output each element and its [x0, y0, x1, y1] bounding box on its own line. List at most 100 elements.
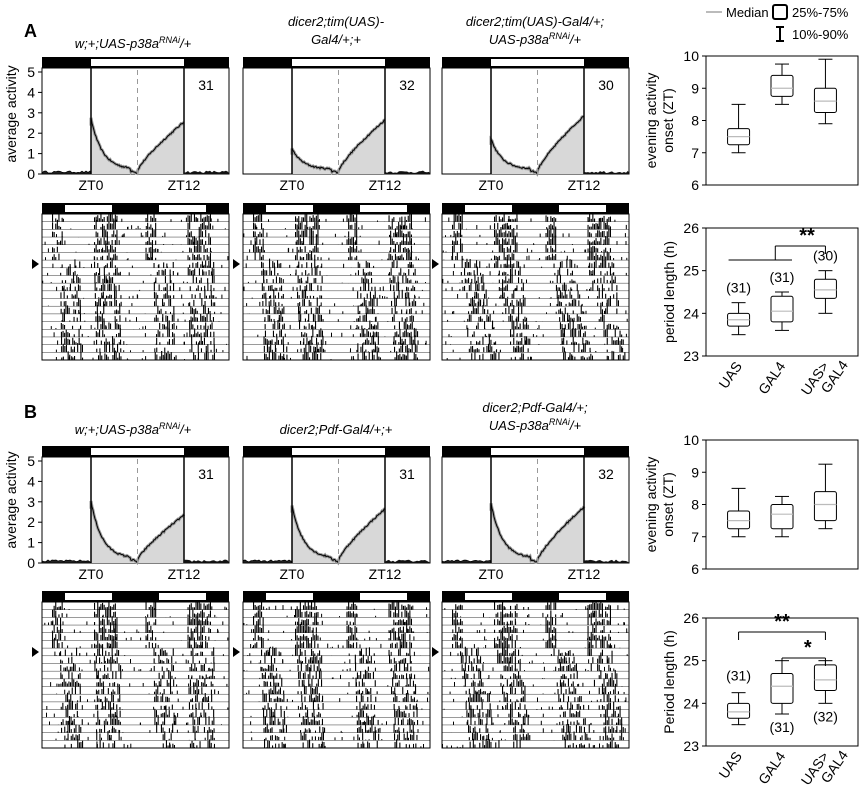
acto-activity-bar	[511, 652, 513, 656]
acto-activity-bar	[472, 305, 474, 314]
acto-activity-bar	[473, 270, 475, 276]
sample-size-label: 32	[399, 77, 415, 93]
acto-activity-bar	[212, 669, 214, 679]
acto-activity-bar	[113, 659, 115, 664]
acto-activity-bar	[195, 308, 197, 314]
acto-activity-bar	[95, 704, 97, 710]
acto-activity-bar	[600, 217, 602, 222]
acto-activity-bar	[391, 628, 393, 633]
profile-night-trace	[41, 170, 92, 175]
acto-activity-bar	[303, 237, 305, 245]
acto-activity-bar	[201, 609, 203, 618]
acto-activity-bar	[197, 218, 199, 222]
acto-activity-bar	[67, 709, 69, 718]
acto-activity-bar	[55, 257, 57, 261]
acto-activity-bar	[551, 643, 553, 649]
acto-activity-bar	[176, 690, 178, 695]
acto-activity-bar	[476, 325, 478, 330]
acto-activity-bar	[280, 709, 282, 718]
acto-activity-bar	[458, 605, 460, 610]
acto-activity-bar	[605, 329, 607, 337]
acto-activity-bar	[302, 341, 304, 345]
acto-activity-bar	[451, 256, 453, 261]
acto-activity-bar	[476, 648, 478, 656]
acto-activity-bar	[312, 627, 314, 633]
acto-activity-bar	[291, 639, 293, 641]
acto-activity-bar	[220, 312, 222, 314]
acto-activity-bar	[405, 658, 407, 664]
acto-activity-bar	[608, 252, 610, 261]
acto-activity-bar	[72, 734, 74, 741]
acto-activity-bar	[155, 257, 157, 261]
acto-activity-bar	[521, 306, 523, 314]
acto-activity-bar	[312, 290, 314, 291]
acto-activity-bar	[283, 744, 285, 748]
acto-activity-bar	[271, 349, 273, 353]
acto-activity-bar	[158, 264, 160, 268]
acto-activity-bar	[114, 310, 116, 314]
acto-activity-bar	[210, 289, 212, 291]
acto-activity-bar	[608, 217, 610, 222]
acto-activity-bar	[420, 746, 422, 748]
acto-activity-bar	[569, 650, 571, 656]
acto-activity-bar	[497, 605, 499, 610]
acto-activity-bar	[203, 337, 205, 345]
acto-activity-bar	[114, 741, 116, 748]
acto-activity-bar	[415, 256, 417, 261]
acto-activity-bar	[606, 221, 608, 230]
acto-activity-bar	[409, 674, 411, 679]
acto-activity-bar	[299, 635, 301, 641]
acto-activity-bar	[492, 667, 494, 672]
acto-activity-bar	[269, 647, 271, 656]
acto-activity-bar	[410, 673, 412, 679]
acto-activity-bar	[62, 702, 64, 710]
acto-activity-bar	[189, 264, 191, 268]
acto-activity-bar	[399, 328, 401, 337]
acto-activity-bar	[61, 217, 63, 222]
acto-activity-bar	[69, 266, 71, 276]
acto-activity-bar	[296, 224, 298, 230]
acto-activity-bar	[510, 636, 512, 641]
acto-activity-bar	[401, 309, 403, 314]
acto-activity-bar	[93, 340, 95, 345]
acto-activity-bar	[500, 617, 502, 626]
acto-activity-bar	[362, 315, 364, 322]
acto-activity-bar	[455, 641, 457, 649]
acto-activity-bar	[550, 624, 552, 633]
acto-activity-bar	[597, 248, 599, 253]
acto-activity-bar	[254, 613, 256, 618]
acto-activity-bar	[145, 232, 147, 238]
acto-activity-bar	[261, 601, 263, 610]
acto-activity-bar	[390, 247, 392, 253]
acto-activity-bar	[353, 321, 355, 322]
acto-activity-bar	[503, 232, 505, 238]
acto-activity-bar	[587, 647, 589, 656]
acto-activity-bar	[608, 238, 610, 245]
acto-activity-bar	[204, 737, 206, 741]
acto-activity-bar	[370, 308, 372, 314]
acto-activity-bar	[82, 740, 84, 748]
acto-activity-bar	[173, 313, 175, 322]
acto-activity-bar	[209, 621, 211, 626]
acto-activity-bar	[601, 309, 603, 314]
acto-activity-bar	[106, 216, 108, 222]
acto-activity-bar	[365, 706, 367, 710]
acto-activity-bar	[299, 713, 301, 718]
acto-activity-bar	[297, 659, 299, 664]
acto-activity-bar	[172, 244, 174, 245]
acto-activity-bar	[616, 673, 618, 679]
acto-activity-bar	[269, 709, 271, 718]
acto-activity-bar	[194, 294, 196, 299]
acto-activity-bar	[261, 649, 263, 656]
acto-activity-bar	[569, 655, 571, 656]
acto-activity-bar	[393, 704, 395, 710]
acto-activity-bar	[257, 605, 259, 610]
acto-activity-bar	[394, 325, 396, 330]
acto-activity-bar	[296, 606, 298, 610]
acto-activity-bar	[96, 690, 98, 695]
acto-activity-bar	[461, 637, 463, 641]
acto-activity-bar	[261, 639, 263, 649]
acto-activity-bar	[464, 285, 466, 291]
acto-activity-bar	[156, 271, 158, 276]
acto-activity-bar	[406, 641, 408, 649]
